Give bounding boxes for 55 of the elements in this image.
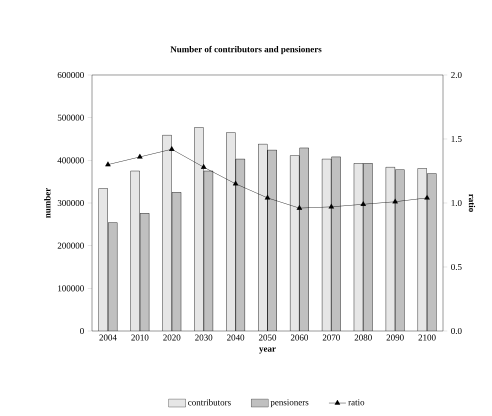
x-tick-label: 2020 — [163, 334, 180, 341]
bar — [395, 170, 404, 331]
bar — [386, 167, 395, 331]
point — [424, 194, 430, 200]
legend-label: contributors — [188, 399, 231, 406]
chart-title: Number of contributors and pensioners — [170, 46, 322, 54]
x-tick-label: 2100 — [418, 334, 436, 341]
x-tick-label: 2090 — [386, 334, 404, 341]
point — [360, 201, 366, 206]
bar — [236, 159, 245, 331]
x-tick-label: 2010 — [131, 334, 148, 341]
point — [328, 204, 334, 209]
point — [168, 146, 175, 151]
x-tick-label: 2004 — [99, 334, 117, 341]
bar — [418, 168, 427, 331]
point — [264, 194, 270, 200]
y2-tick-label: 0.5 — [451, 264, 462, 270]
point — [232, 180, 238, 186]
bar — [108, 222, 118, 331]
point — [137, 154, 143, 159]
y2-tick-label: 1.0 — [452, 200, 462, 206]
y-tick-label: 600000 — [58, 72, 84, 78]
y2-tick-label: 0.0 — [451, 328, 462, 334]
y-tick-label: 400000 — [58, 157, 84, 164]
y-tick-label: 200000 — [58, 242, 84, 249]
bar — [140, 213, 150, 331]
x-tick-label: 2030 — [195, 334, 212, 341]
legend-label: pensioners — [270, 399, 308, 408]
x-tick-label: 2040 — [227, 334, 244, 341]
x-axis-title: year — [259, 347, 276, 354]
legend-label: ratio — [348, 399, 364, 406]
y2-tick-label: 1.5 — [452, 136, 462, 142]
x-tick-label: 2060 — [290, 334, 308, 341]
bar — [258, 144, 268, 331]
y-tick-label: 300000 — [58, 200, 84, 206]
point — [392, 198, 398, 204]
bar — [98, 188, 108, 331]
y2-tick-label: 2.0 — [451, 72, 462, 78]
y2-axis-title: ratio — [468, 194, 476, 212]
x-tick-label: 2080 — [354, 334, 372, 341]
bar — [130, 171, 140, 331]
y-tick-label: 0 — [80, 328, 84, 334]
point — [200, 164, 206, 169]
bar — [290, 156, 300, 331]
bar — [268, 150, 277, 331]
point — [296, 204, 302, 210]
bar — [300, 148, 309, 331]
y-tick-label: 100000 — [58, 285, 84, 292]
bar — [427, 173, 436, 331]
bar — [226, 132, 236, 331]
y-tick-label: 500000 — [58, 114, 84, 121]
point — [105, 161, 111, 166]
x-tick-label: 2050 — [258, 334, 276, 341]
y-axis-title: number — [44, 188, 50, 218]
x-tick-label: 2070 — [322, 334, 340, 341]
